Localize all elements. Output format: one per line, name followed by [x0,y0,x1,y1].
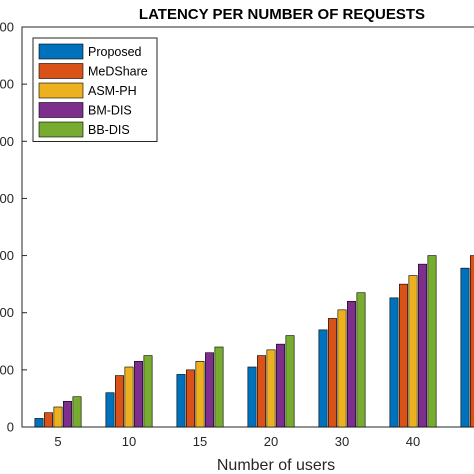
y-tick-label: 00 [0,191,14,206]
bar-bb-dis [356,292,366,428]
x-tick-label: 30 [335,434,349,449]
legend-label: BB-DIS [88,123,130,137]
bar-bm-dis [347,300,356,428]
legend-label: Proposed [88,45,142,59]
bar-proposed [460,267,470,428]
bar-asm-ph [53,406,63,428]
bar-medshare [115,375,124,428]
y-tick-label: 0 [7,420,14,435]
bar-proposed [34,418,44,428]
bar-proposed [318,329,328,428]
y-tick-label: 00 [0,305,14,320]
x-tick-label: 5 [54,434,61,449]
bar-bb-dis [285,335,295,428]
chart-title: LATENCY PER NUMBER OF REQUESTS [139,6,425,23]
legend-swatch [38,82,84,99]
bar-proposed [105,392,115,428]
x-tick-label: 40 [406,434,420,449]
x-axis-label: Number of users [217,457,335,474]
bar-asm-ph [195,360,205,428]
bar-bb-dis [143,355,153,428]
bar-bb-dis [72,396,82,428]
legend-label: BM-DIS [88,104,132,118]
bar-medshare [328,318,337,428]
bar-medshare [186,369,195,428]
bar-proposed [389,297,399,428]
bar-bm-dis [134,360,143,428]
bar-bm-dis [276,343,285,428]
bar-medshare [399,283,408,428]
legend-swatch [38,43,84,60]
bar-medshare [470,255,474,428]
y-tick-label: 00 [0,134,14,149]
bar-proposed [247,366,257,428]
y-tick-label: 00 [0,248,14,263]
bar-asm-ph [266,349,276,428]
bar-bb-dis [427,255,437,428]
x-tick-label: 20 [264,434,278,449]
x-tick-label: 15 [193,434,207,449]
bar-asm-ph [337,309,347,428]
bar-asm-ph [124,366,134,428]
bar-bm-dis [205,352,214,428]
legend-swatch [38,63,84,79]
bar-proposed [176,374,186,428]
bar-medshare [44,412,53,428]
bar-bb-dis [214,346,224,428]
legend-label: MeDShare [88,65,148,79]
bar-asm-ph [408,275,418,428]
bar-bm-dis [418,263,427,428]
legend-swatch [38,102,84,118]
bar-bm-dis [63,400,72,428]
x-tick-label: 10 [122,434,136,449]
legend-swatch [38,121,84,138]
y-tick-label: 00 [0,362,14,377]
y-tick-label: 00 [0,77,14,92]
bar-medshare [257,355,266,428]
legend-label: ASM-PH [88,84,137,98]
y-tick-label: 00 [0,20,14,35]
